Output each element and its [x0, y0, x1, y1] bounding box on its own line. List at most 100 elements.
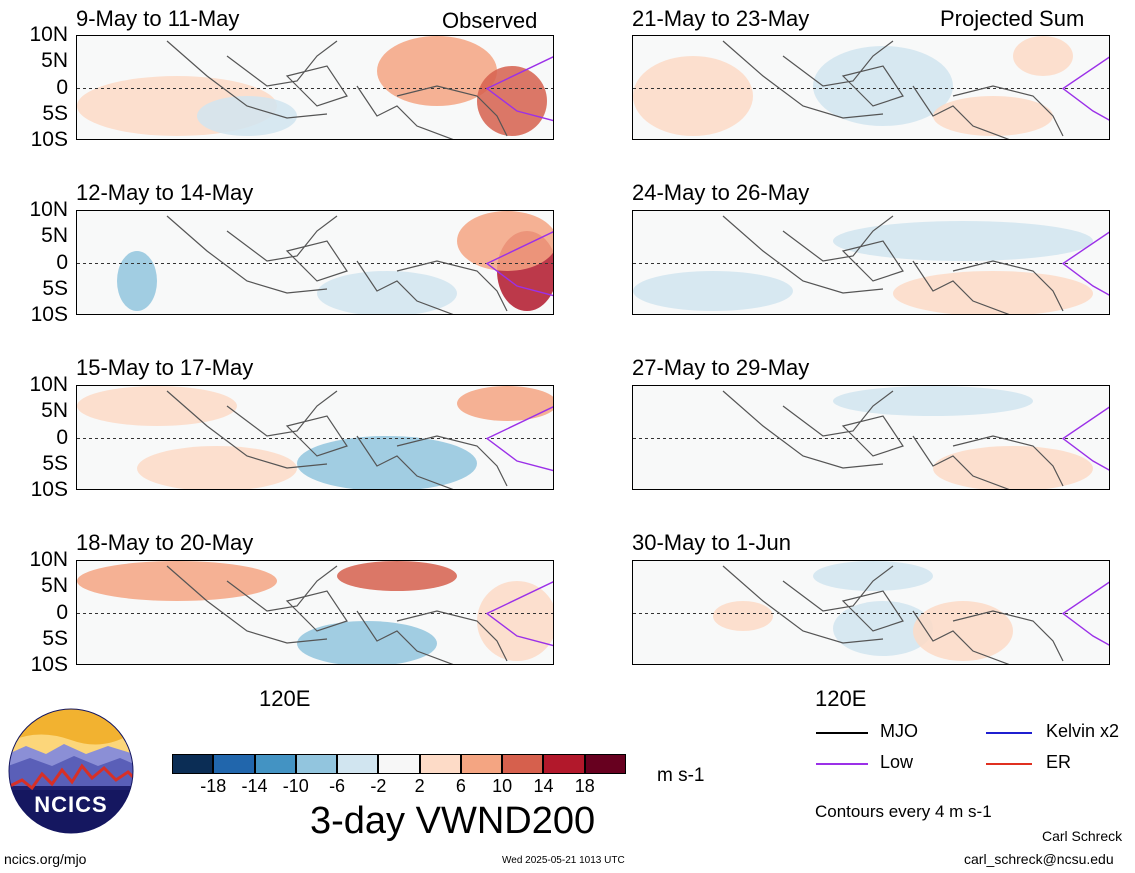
footer-url: ncics.org/mjo	[4, 851, 87, 867]
coastline	[722, 215, 1064, 314]
lat-label: 5S	[42, 626, 68, 650]
shading-region	[933, 96, 1053, 136]
map-shading	[633, 36, 1109, 139]
lat-label: 5S	[42, 276, 68, 300]
map-panel	[76, 560, 554, 665]
colorbar	[172, 754, 626, 774]
shading-region	[1013, 36, 1073, 76]
footer-email: carl_schreck@ncsu.edu	[964, 851, 1114, 867]
map-panel	[76, 210, 554, 315]
colorbar-swatch	[502, 754, 544, 774]
low-wave-contour	[1061, 56, 1109, 121]
shading-region	[117, 251, 157, 311]
lat-label: 10N	[29, 548, 68, 571]
legend-line-low	[816, 763, 868, 765]
shading-region	[77, 561, 277, 601]
colorbar-tick-label: -18	[200, 776, 227, 796]
legend-line-er	[986, 763, 1032, 765]
footer-author: Carl Schreck	[1042, 828, 1123, 844]
shading-region	[297, 621, 437, 664]
map-panel	[632, 210, 1110, 315]
legend-label-low: Low	[880, 752, 914, 772]
low-wave-contour	[1061, 581, 1109, 646]
legend-label-kelvin: Kelvin x2	[1046, 721, 1120, 741]
shading-region	[633, 56, 753, 136]
colorbar-tick-label: 2	[414, 776, 425, 796]
shading-region	[633, 271, 793, 311]
shading-region	[913, 601, 1013, 661]
shading-region	[297, 436, 477, 489]
lat-label: 5N	[41, 399, 68, 423]
legend-label-er: ER	[1046, 752, 1072, 772]
map-shading	[77, 36, 553, 139]
colorbar-swatch	[337, 754, 379, 774]
shading-region	[477, 66, 547, 136]
coastline	[722, 390, 1064, 489]
lat-label: 5N	[41, 224, 68, 248]
colorbar-swatch	[460, 754, 503, 774]
panel-title: 12-May to 14-May	[76, 180, 254, 205]
legend-label-mjo: MJO	[880, 721, 918, 741]
panel-title: 18-May to 20-May	[76, 530, 254, 555]
colorbar-swatch	[213, 754, 255, 774]
colorbar-swatch	[584, 754, 626, 774]
colorbar-swatch	[543, 754, 585, 774]
lat-label: 0	[56, 425, 68, 449]
shading-region	[833, 386, 1033, 416]
shading-region	[713, 601, 773, 631]
shading-region	[77, 386, 237, 426]
colorbar-swatch	[172, 754, 214, 774]
lat-label: 0	[56, 250, 68, 274]
map-shading	[633, 215, 1109, 314]
low-wave-contour	[485, 56, 553, 122]
colorbar-tick-label: -10	[282, 776, 309, 796]
map-panel	[632, 35, 1110, 140]
panel-tag: Observed	[442, 8, 538, 33]
chart-title: 3-day VWND200	[310, 800, 596, 842]
shading-region	[833, 221, 1093, 261]
colorbar-swatch	[419, 754, 461, 774]
shading-region	[457, 386, 553, 421]
lat-label: 5N	[41, 49, 68, 73]
lat-label: 10N	[29, 373, 68, 396]
colorbar-tick-label: 10	[492, 776, 513, 796]
colorbar-swatch	[254, 754, 296, 774]
panel-title: 24-May to 26-May	[632, 180, 810, 205]
shading-region	[813, 46, 953, 126]
map-panel	[632, 385, 1110, 490]
shading-region	[137, 446, 297, 489]
logo-text: NCICS	[34, 792, 108, 817]
panel-title: 30-May to 1-Jun	[632, 530, 791, 555]
legend-line-kelvin	[986, 732, 1032, 734]
colorbar-tick-label: -2	[370, 776, 387, 796]
low-wave-contour	[485, 581, 553, 647]
colorbar-swatch	[295, 754, 338, 774]
panel-tag: Projected Sum	[940, 6, 1085, 31]
map-panel	[76, 35, 554, 140]
panel-title: 9-May to 11-May	[76, 6, 240, 31]
colorbar-tick-label: 18	[574, 776, 595, 796]
lat-label: 10N	[29, 23, 68, 46]
footer-timestamp: Wed 2025-05-21 1013 UTC	[502, 855, 625, 866]
panel-title: 27-May to 29-May	[632, 355, 810, 380]
legend-line-mjo	[816, 732, 868, 734]
panel-title: 21-May to 23-May	[632, 6, 810, 31]
map-panel	[632, 560, 1110, 665]
coastline	[166, 565, 508, 664]
lat-label: 10S	[30, 303, 68, 326]
map-shading	[77, 211, 553, 314]
low-wave-contour	[1061, 406, 1109, 471]
map-shading	[77, 561, 553, 664]
shading-region	[933, 446, 1093, 489]
low-wave-contour	[485, 406, 553, 472]
shading-region	[197, 96, 297, 136]
lat-label: 10S	[30, 478, 68, 501]
shading-region	[457, 211, 553, 271]
low-wave-contour	[1061, 231, 1109, 296]
coastline	[722, 40, 1064, 139]
map-shading	[633, 561, 1109, 664]
lat-label: 0	[56, 75, 68, 99]
ncics-logo: NCICS	[8, 708, 134, 834]
lat-label: 10S	[30, 128, 68, 151]
colorbar-tick-label: -14	[241, 776, 268, 796]
